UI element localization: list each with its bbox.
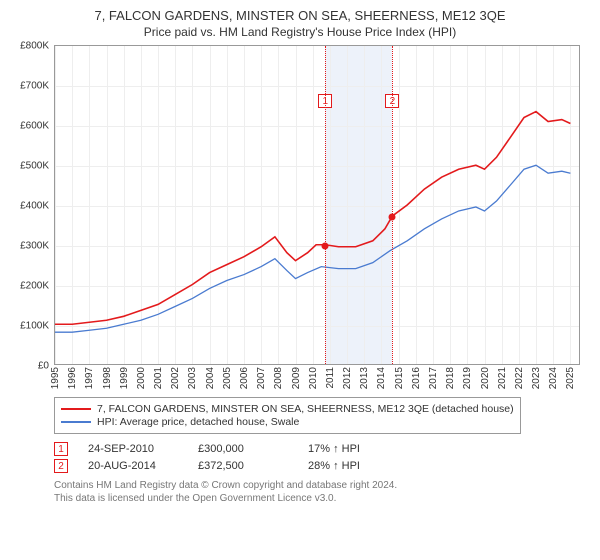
y-tick-label: £600K [20, 121, 49, 132]
x-tick-label: 1995 [50, 367, 61, 389]
sale-marker-dot [322, 243, 329, 250]
x-tick-label: 2018 [445, 367, 456, 389]
footer-line-2: This data is licensed under the Open Gov… [54, 492, 588, 505]
x-tick-label: 2010 [308, 367, 319, 389]
legend-swatch [61, 421, 91, 423]
sales-row-delta: 28% ↑ HPI [308, 460, 398, 472]
x-tick-label: 2011 [325, 367, 336, 389]
x-tick-label: 2016 [411, 367, 422, 389]
x-tick-label: 2008 [273, 367, 284, 389]
x-tick-label: 2007 [256, 367, 267, 389]
sales-row: 1 24-SEP-2010 £300,000 17% ↑ HPI [54, 442, 588, 456]
y-tick-label: £400K [20, 201, 49, 212]
plot-area: £0£100K£200K£300K£400K£500K£600K£700K£80… [54, 45, 580, 365]
x-tick-label: 2005 [222, 367, 233, 389]
chart-container: 7, FALCON GARDENS, MINSTER ON SEA, SHEER… [0, 0, 600, 509]
y-tick-label: £700K [20, 81, 49, 92]
x-tick-label: 2002 [170, 367, 181, 389]
series-line [55, 112, 570, 325]
y-tick-label: £800K [20, 41, 49, 52]
x-tick-label: 1996 [67, 367, 78, 389]
x-tick-label: 2020 [480, 367, 491, 389]
x-tick-label: 2012 [342, 367, 353, 389]
sale-marker-line [392, 46, 393, 364]
sales-row-delta: 17% ↑ HPI [308, 443, 398, 455]
x-tick-label: 2006 [239, 367, 250, 389]
sales-row: 2 20-AUG-2014 £372,500 28% ↑ HPI [54, 459, 588, 473]
chart-subtitle: Price paid vs. HM Land Registry's House … [12, 25, 588, 39]
y-axis-labels: £0£100K£200K£300K£400K£500K£600K£700K£80… [13, 46, 51, 364]
legend-label: HPI: Average price, detached house, Swal… [97, 416, 299, 428]
x-tick-label: 2013 [359, 367, 370, 389]
sale-marker-line [325, 46, 326, 364]
x-tick-label: 2017 [428, 367, 439, 389]
x-tick-label: 1998 [102, 367, 113, 389]
x-tick-label: 1997 [84, 367, 95, 389]
y-tick-label: £200K [20, 281, 49, 292]
sales-row-marker: 1 [54, 442, 68, 456]
y-tick-label: £100K [20, 321, 49, 332]
x-tick-label: 2009 [291, 367, 302, 389]
x-tick-label: 2004 [205, 367, 216, 389]
sales-row-price: £372,500 [198, 460, 288, 472]
x-tick-label: 2015 [394, 367, 405, 389]
x-tick-label: 2014 [376, 367, 387, 389]
legend: 7, FALCON GARDENS, MINSTER ON SEA, SHEER… [54, 397, 521, 434]
legend-label: 7, FALCON GARDENS, MINSTER ON SEA, SHEER… [97, 403, 514, 415]
sales-row-price: £300,000 [198, 443, 288, 455]
x-tick-label: 2019 [462, 367, 473, 389]
footer-line-1: Contains HM Land Registry data © Crown c… [54, 479, 588, 492]
x-tick-label: 1999 [119, 367, 130, 389]
chart-title: 7, FALCON GARDENS, MINSTER ON SEA, SHEER… [12, 8, 588, 23]
chart-lines [55, 46, 579, 364]
sales-table: 1 24-SEP-2010 £300,000 17% ↑ HPI 2 20-AUG-201… [54, 442, 588, 473]
y-tick-label: £300K [20, 241, 49, 252]
legend-row: HPI: Average price, detached house, Swal… [61, 416, 514, 428]
x-tick-label: 2003 [187, 367, 198, 389]
y-tick-label: £500K [20, 161, 49, 172]
x-tick-label: 2022 [514, 367, 525, 389]
sale-marker-dot [389, 214, 396, 221]
sales-row-date: 24-SEP-2010 [88, 443, 178, 455]
sales-row-marker: 2 [54, 459, 68, 473]
x-tick-label: 2023 [531, 367, 542, 389]
x-tick-label: 2021 [497, 367, 508, 389]
x-axis-labels: 1995199619971998199920002001200220032004… [54, 365, 580, 391]
y-tick-label: £0 [38, 361, 49, 372]
footer: Contains HM Land Registry data © Crown c… [54, 479, 588, 505]
legend-swatch [61, 408, 91, 410]
x-tick-label: 2024 [548, 367, 559, 389]
x-tick-label: 2025 [565, 367, 576, 389]
x-tick-label: 2001 [153, 367, 164, 389]
legend-row: 7, FALCON GARDENS, MINSTER ON SEA, SHEER… [61, 403, 514, 415]
sales-row-date: 20-AUG-2014 [88, 460, 178, 472]
x-tick-label: 2000 [136, 367, 147, 389]
